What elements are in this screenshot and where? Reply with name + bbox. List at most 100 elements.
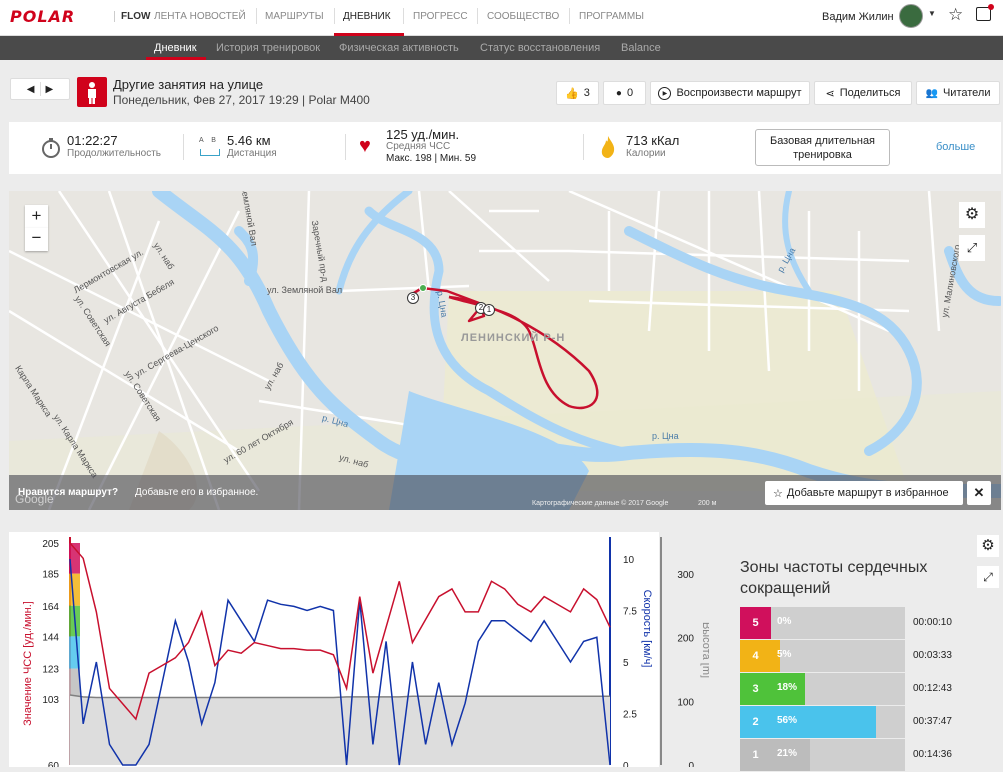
flow-label[interactable]: FLOW	[114, 11, 150, 22]
nav-divider	[403, 8, 404, 24]
hr-zone-band	[69, 636, 80, 669]
route-marker[interactable]: 3	[407, 292, 419, 304]
outdoor-sport-icon	[77, 77, 107, 107]
readers-button[interactable]: 👥 Читатели	[916, 81, 1000, 105]
zone-bar-fill	[771, 706, 877, 738]
map-canvas	[9, 191, 1001, 510]
avg-hr-value: 125 уд./мин.	[386, 127, 460, 142]
speed-axis-label: Скорость [км/ч]	[641, 590, 653, 668]
session-pager: ◀ ▶	[10, 78, 70, 100]
pager-divider	[39, 82, 41, 96]
zone-time: 00:37:47	[913, 716, 952, 727]
banner-title: Нравится маршрут?	[18, 487, 119, 498]
zone-percent: 0%	[777, 616, 792, 627]
stopwatch-icon	[40, 137, 62, 164]
stat-divider	[183, 134, 184, 160]
chart-canvas: 205 185 164 144 123 103 60 10 7.5 5 2.5 0 300 200 100 0…	[22, 537, 712, 772]
zone-bar-fill	[771, 739, 811, 771]
altitude-line	[69, 694, 610, 699]
user-name[interactable]: Вадим Жилин	[822, 11, 894, 23]
add-favorite-label: Добавьте маршрут в избранное	[786, 487, 949, 499]
hr-tick-label: 185	[42, 570, 59, 581]
altitude-tick-label: 200	[677, 634, 694, 645]
zoom-out-button[interactable]: −	[25, 228, 48, 251]
speed-tick-label: 7.5	[623, 607, 637, 618]
sub-nav	[0, 36, 1003, 60]
play-icon: ▶	[658, 86, 672, 100]
share-icon: ⋖	[825, 87, 835, 100]
chart-settings-gear-icon[interactable]: ⚙	[977, 535, 999, 557]
hr-speed-chart[interactable]: 205 185 164 144 123 103 60 10 7.5 5 2.5 0 300 200 100 0…	[9, 532, 712, 772]
nav-diary[interactable]: ДНЕВНИК	[343, 11, 391, 22]
avg-hr-label: Средняя ЧСС	[386, 141, 451, 152]
add-favorite-button[interactable]: ☆ Добавьте маршрут в избранное	[765, 481, 963, 505]
zone-bar-fill	[771, 673, 805, 705]
nav-divider	[334, 8, 335, 24]
zone-percent: 5%	[777, 649, 792, 660]
polar-logo[interactable]: POLAR	[10, 7, 76, 26]
banner-subtitle: Добавьте его в избранное.	[135, 487, 259, 498]
people-icon: 👥	[925, 87, 938, 99]
nav-routes[interactable]: МАРШРУТЫ	[265, 11, 324, 22]
hr-zone-band	[69, 543, 80, 574]
hr-tick-label: 60	[48, 761, 60, 767]
nav-programs[interactable]: ПРОГРАММЫ	[579, 11, 645, 22]
subnav-active-indicator	[146, 57, 206, 60]
route-map[interactable]: 3 2 1 ЛЕНИНСКИЙ Р-Н р. Цна р. Цна р. Цна…	[9, 191, 1001, 510]
subnav-diary[interactable]: Дневник	[154, 42, 197, 54]
calories-label: Калории	[626, 148, 666, 159]
chart-fullscreen-icon[interactable]: ⤢	[977, 566, 999, 588]
map-district-label: ЛЕНИНСКИЙ Р-Н	[461, 332, 566, 344]
map-scale: 200 м	[698, 500, 717, 507]
speed-line	[69, 558, 611, 766]
nav-progress[interactable]: ПРОГРЕСС	[413, 11, 468, 22]
subnav-training-history[interactable]: История тренировок	[216, 42, 321, 54]
nav-community[interactable]: СООБЩЕСТВО	[487, 11, 560, 22]
calories-value: 713 кКал	[626, 133, 680, 148]
zone-number: 2	[740, 706, 771, 738]
prev-arrow-icon[interactable]: ◀	[26, 83, 35, 95]
training-benefit-badge[interactable]: Базовая длительная тренировка	[755, 129, 890, 166]
thumbs-up-icon: 👍	[565, 87, 579, 100]
zone-bar-track: 5%	[771, 640, 905, 672]
subnav-activity[interactable]: Физическая активность	[339, 42, 459, 54]
speed-tick-label: 5	[623, 658, 629, 669]
subnav-balance[interactable]: Balance	[621, 42, 661, 54]
hr-tick-label: 123	[42, 665, 59, 676]
share-button[interactable]: ⋖ Поделиться	[814, 81, 912, 105]
stat-divider	[345, 134, 346, 160]
star-icon[interactable]: ☆	[948, 5, 964, 24]
zone-number: 4	[740, 640, 771, 672]
google-logo: Google	[15, 492, 54, 506]
ruler-icon	[200, 149, 220, 156]
subnav-recovery[interactable]: Статус восстановления	[480, 42, 601, 54]
avatar[interactable]	[899, 4, 923, 28]
zone-row: 2 56% 00:37:47	[740, 706, 1000, 739]
map-attribution: Картографические данные © 2017 Google	[532, 500, 669, 507]
comment-button[interactable]: ● 0	[603, 81, 646, 105]
map-settings-gear-icon[interactable]: ⚙	[959, 202, 985, 228]
altitude-tick-label: 0	[688, 761, 694, 767]
zone-percent: 21%	[777, 748, 798, 759]
zone-time: 00:12:43	[913, 683, 952, 694]
zone-number: 5	[740, 607, 771, 639]
chevron-down-icon[interactable]: ▼	[928, 9, 936, 18]
speed-tick-label: 10	[623, 555, 635, 566]
notifications-icon[interactable]	[976, 4, 994, 21]
zone-bar-fill	[771, 640, 781, 672]
like-count: 3	[583, 87, 590, 99]
next-arrow-icon[interactable]: ▶	[45, 83, 54, 95]
map-fullscreen-icon[interactable]: ⤢	[959, 235, 985, 261]
play-route-button[interactable]: ▶ Воспроизвести маршрут	[650, 81, 810, 105]
zones-list: 5 0% 00:00:10 4 5% 00:03:33 3 18% 00:12:43 2 56% 00…	[740, 607, 1000, 772]
nav-divider	[256, 8, 257, 24]
session-title: Другие занятия на улице	[113, 77, 264, 92]
nav-news-feed[interactable]: ЛЕНТА НОВОСТЕЙ	[154, 11, 246, 22]
like-button[interactable]: 👍 3	[556, 81, 599, 105]
more-link[interactable]: больше	[936, 141, 976, 153]
route-marker[interactable]: 1	[483, 304, 495, 316]
zoom-in-button[interactable]: +	[25, 205, 48, 228]
zone-number: 3	[740, 673, 771, 705]
close-banner-button[interactable]: ✕	[967, 481, 991, 505]
zone-time: 00:00:10	[913, 617, 952, 628]
